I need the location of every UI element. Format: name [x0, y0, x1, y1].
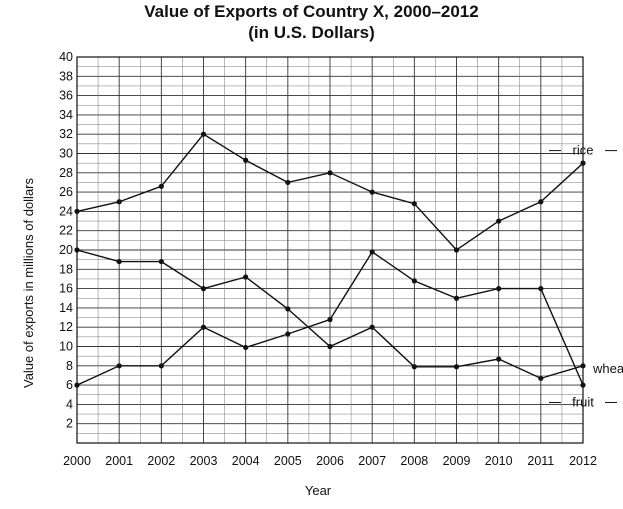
data-point-rice	[74, 208, 80, 214]
data-point-fruit	[116, 363, 122, 369]
y-tick-label: 22	[59, 224, 73, 238]
data-point-rice	[411, 201, 417, 207]
data-point-rice	[453, 247, 460, 253]
y-tick-label: 30	[59, 147, 73, 161]
data-point-rice	[200, 131, 207, 137]
y-tick-label: 20	[59, 243, 73, 257]
data-point-fruit	[369, 249, 375, 255]
y-tick-label: 8	[66, 359, 73, 373]
data-point-rice	[116, 199, 122, 205]
y-tick-label: 16	[59, 282, 73, 296]
y-tick-label: 26	[59, 185, 73, 199]
data-point-fruit	[411, 278, 417, 284]
y-tick-label: 40	[59, 50, 73, 64]
data-point-wheat	[496, 356, 502, 362]
data-point-wheat	[580, 363, 586, 369]
x-tick-label: 2003	[190, 454, 218, 468]
y-tick-label: 4	[66, 397, 73, 411]
data-point-fruit	[158, 363, 164, 369]
data-point-wheat	[327, 343, 333, 350]
chart-title: Value of Exports of Country X, 2000–2012	[144, 2, 479, 21]
grid	[76, 56, 584, 444]
x-tick-label: 2000	[63, 454, 91, 468]
data-point-wheat	[74, 247, 80, 253]
data-point-fruit	[74, 382, 80, 388]
y-tick-label: 10	[59, 340, 73, 354]
chart-subtitle: (in U.S. Dollars)	[248, 23, 375, 42]
data-point-rice	[327, 170, 333, 176]
x-tick-label: 2011	[527, 454, 554, 468]
x-tick-label: 2008	[400, 454, 428, 468]
x-tick-label: 2006	[316, 454, 344, 468]
data-point-fruit	[285, 331, 291, 337]
series-label-fruit: fruit	[572, 394, 594, 409]
data-point-fruit	[243, 344, 249, 351]
y-axis-label: Value of exports in millions of dollars	[21, 177, 36, 388]
x-tick-label: 2002	[147, 454, 175, 468]
data-point-rice	[369, 189, 375, 195]
data-point-fruit	[538, 286, 544, 292]
x-tick-label: 2004	[232, 454, 260, 468]
x-tick-label: 2010	[485, 454, 513, 468]
y-tick-label: 12	[59, 320, 73, 334]
x-tick-label: 2009	[443, 454, 471, 468]
y-tick-label: 6	[66, 378, 73, 392]
y-tick-label: 2	[66, 417, 73, 431]
y-tick-label: 36	[59, 89, 73, 103]
data-point-wheat	[200, 286, 207, 292]
y-tick-label: 24	[59, 204, 73, 218]
x-tick-label: 2005	[274, 454, 302, 468]
data-point-wheat	[369, 324, 375, 330]
data-point-fruit	[453, 295, 460, 301]
series-label-rice: rice	[573, 143, 594, 158]
data-point-wheat	[538, 375, 544, 381]
data-point-wheat	[243, 274, 249, 280]
y-tick-label: 38	[59, 69, 73, 83]
data-point-rice	[243, 157, 249, 163]
y-tick-label: 14	[59, 301, 73, 315]
data-point-rice	[580, 160, 586, 166]
x-tick-labels: 2000 2001 2002 2003 2004 2005 2006 2007 2008 2009…	[63, 454, 597, 468]
data-point-wheat	[411, 364, 417, 370]
data-point-wheat	[116, 258, 122, 265]
y-tick-label: 18	[59, 262, 73, 276]
x-axis-label: Year	[305, 483, 332, 498]
y-tick-label: 28	[59, 166, 73, 180]
x-tick-label: 2012	[569, 454, 597, 468]
data-point-wheat	[285, 306, 291, 312]
y-tick-label: 32	[59, 127, 73, 141]
x-tick-label: 2007	[358, 454, 386, 468]
series-label-wheat: wheat	[592, 361, 623, 376]
x-tick-label: 2001	[105, 454, 133, 468]
data-point-fruit	[496, 286, 502, 292]
data-point-fruit	[200, 324, 207, 330]
data-point-rice	[496, 218, 502, 224]
data-point-rice	[538, 199, 544, 205]
data-point-rice	[285, 179, 291, 186]
y-tick-label: 34	[59, 108, 73, 122]
data-point-rice	[158, 183, 164, 189]
data-point-wheat	[453, 364, 460, 370]
data-point-fruit	[327, 316, 333, 323]
data-point-fruit	[580, 382, 586, 388]
data-point-wheat	[158, 258, 164, 265]
series-group: rice wheat fruit	[74, 131, 623, 409]
